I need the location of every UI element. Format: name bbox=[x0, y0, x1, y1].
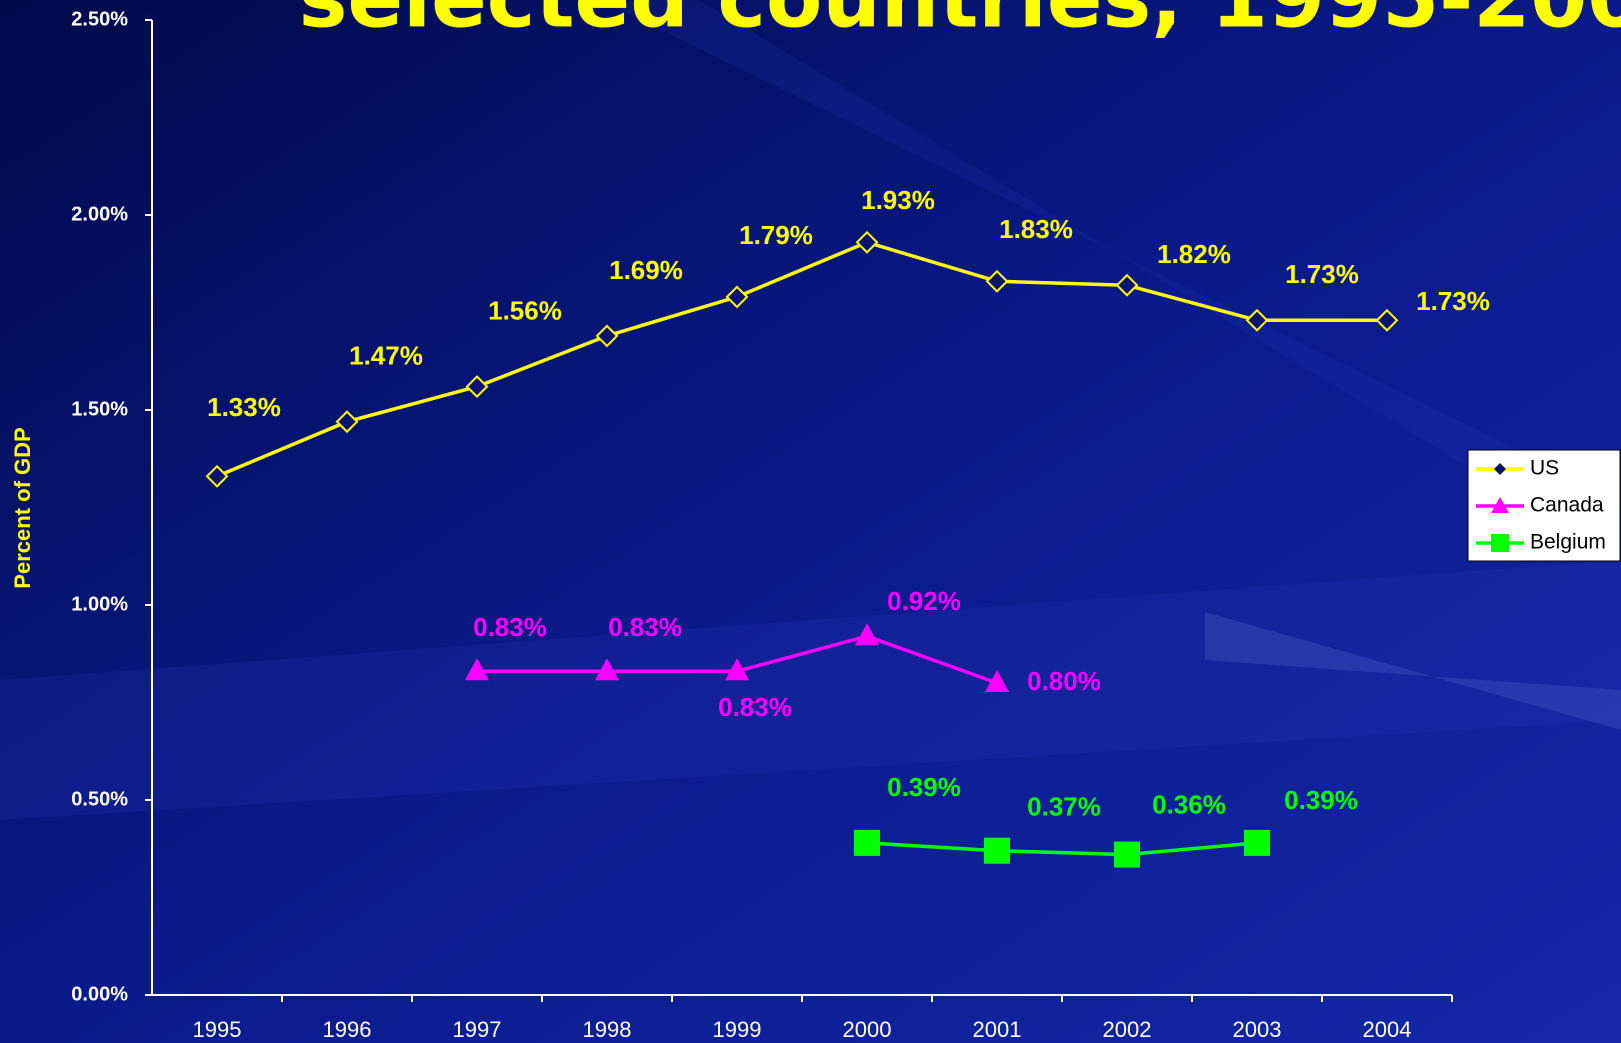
data-label: 1.93% bbox=[861, 185, 935, 215]
x-tick-label: 2000 bbox=[843, 1017, 892, 1042]
data-label: 1.73% bbox=[1416, 286, 1490, 316]
streak bbox=[1205, 612, 1621, 730]
x-tick-label: 1998 bbox=[583, 1017, 632, 1042]
marker bbox=[854, 829, 880, 856]
series-line bbox=[216, 240, 1387, 478]
x-tick-label: 2004 bbox=[1363, 1017, 1412, 1042]
y-tick-label: 2.50% bbox=[71, 8, 128, 30]
x-tick-label: 1996 bbox=[323, 1017, 372, 1042]
data-label: 1.56% bbox=[488, 295, 562, 325]
marker bbox=[465, 658, 489, 681]
legend-label: Belgium bbox=[1530, 531, 1606, 554]
y-tick-label: 0.00% bbox=[71, 983, 128, 1005]
x-tick-label: 1995 bbox=[193, 1017, 242, 1042]
x-tick-label: 1997 bbox=[453, 1017, 502, 1042]
data-label: 1.33% bbox=[207, 392, 281, 422]
x-tick-label: 2001 bbox=[973, 1017, 1022, 1042]
data-label: 0.39% bbox=[887, 772, 961, 802]
data-label: 0.80% bbox=[1027, 666, 1101, 696]
marker bbox=[1245, 308, 1269, 332]
x-tick-label: 1999 bbox=[713, 1017, 762, 1042]
data-label: 0.83% bbox=[718, 692, 792, 722]
y-tick-label: 2.00% bbox=[71, 203, 128, 225]
y-tick-label: 0.50% bbox=[71, 788, 128, 810]
data-label: 0.37% bbox=[1027, 792, 1101, 822]
marker bbox=[985, 670, 1009, 692]
marker bbox=[725, 658, 749, 681]
y-tick-label: 1.00% bbox=[71, 593, 128, 615]
chart-title: selected countries, 1995-2004 bbox=[299, 0, 1621, 46]
legend-marker bbox=[1491, 534, 1509, 552]
marker bbox=[465, 375, 489, 399]
legend-label: US bbox=[1530, 457, 1559, 480]
data-label: 0.83% bbox=[473, 612, 547, 642]
data-label: 1.83% bbox=[999, 214, 1073, 244]
marker bbox=[1244, 829, 1270, 856]
data-label: 0.92% bbox=[887, 586, 961, 616]
marker bbox=[855, 623, 879, 646]
legend-marker bbox=[1491, 497, 1509, 513]
marker bbox=[984, 837, 1010, 864]
marker bbox=[855, 230, 879, 254]
marker bbox=[1115, 273, 1139, 297]
data-label: 1.73% bbox=[1285, 259, 1359, 289]
x-tick-label: 2003 bbox=[1233, 1017, 1282, 1042]
marker bbox=[1114, 841, 1140, 868]
y-axis-label: Percent of GDP bbox=[10, 427, 35, 588]
marker bbox=[595, 658, 619, 681]
series-line bbox=[866, 841, 1258, 857]
streak bbox=[0, 560, 1621, 820]
data-label: 1.69% bbox=[609, 255, 683, 285]
marker bbox=[205, 464, 229, 488]
data-label: 0.83% bbox=[608, 612, 682, 642]
legend-marker bbox=[1494, 463, 1506, 475]
legend-label: Canada bbox=[1530, 494, 1604, 517]
data-label: 1.79% bbox=[739, 220, 813, 250]
marker bbox=[725, 285, 749, 309]
data-label: 1.47% bbox=[349, 341, 423, 371]
data-label: 0.36% bbox=[1152, 789, 1226, 819]
x-tick-label: 2002 bbox=[1103, 1017, 1152, 1042]
y-tick-label: 1.50% bbox=[71, 398, 128, 420]
marker bbox=[335, 410, 359, 434]
data-label: 0.39% bbox=[1284, 785, 1358, 815]
data-label: 1.82% bbox=[1157, 239, 1231, 269]
marker bbox=[595, 324, 619, 348]
marker bbox=[985, 269, 1009, 293]
marker bbox=[1375, 308, 1399, 332]
